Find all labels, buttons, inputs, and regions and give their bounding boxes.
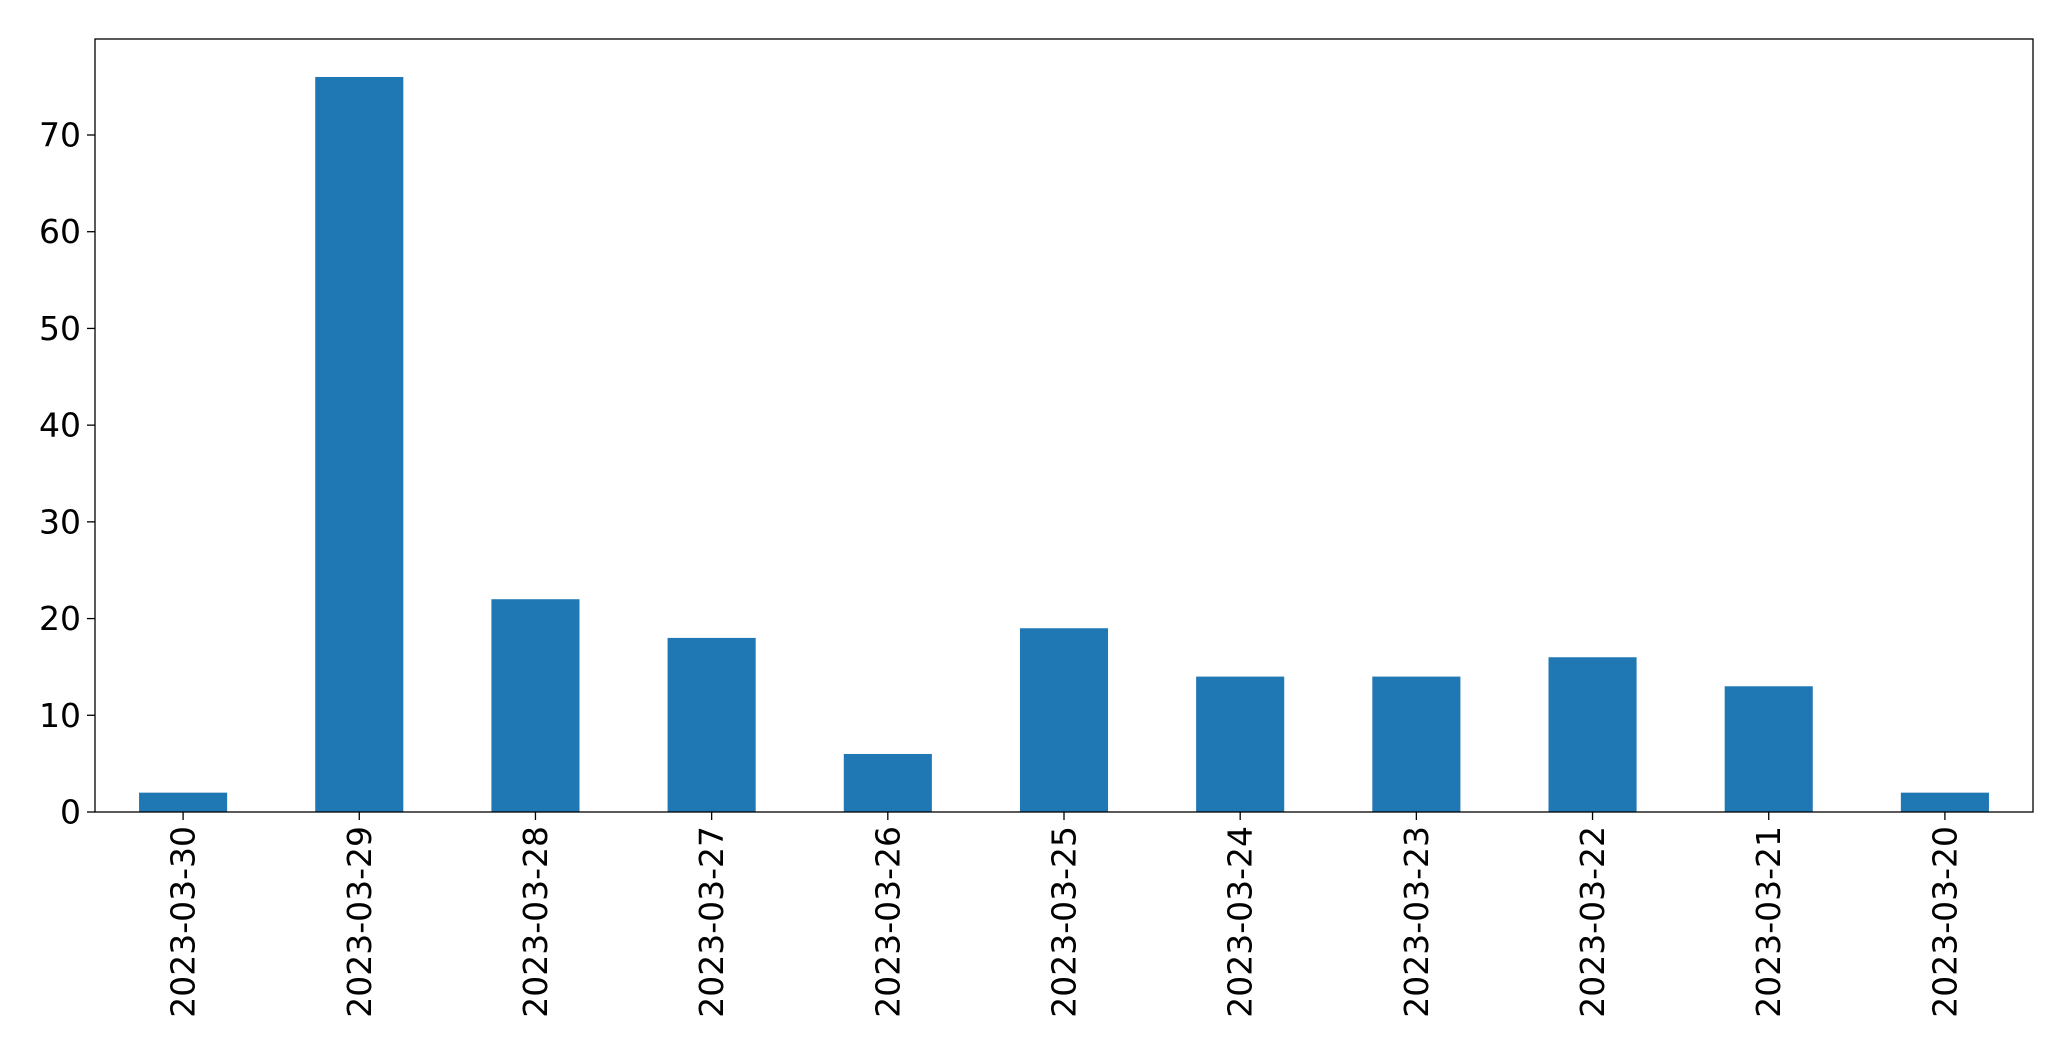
bar-2023-03-25	[1019, 628, 1109, 812]
bar-2023-03-22	[1548, 657, 1637, 812]
plot-frame	[94, 38, 2034, 813]
x-tick-label: 2023-03-25	[1045, 826, 1084, 1018]
x-tick-label: 2023-03-27	[692, 826, 731, 1018]
y-tick-label: 50	[39, 309, 81, 348]
x-tick-label: 2023-03-22	[1573, 826, 1612, 1018]
bar-2023-03-30	[139, 792, 228, 812]
bar-2023-03-24	[1196, 676, 1285, 812]
x-tick-label: 2023-03-20	[1925, 826, 1964, 1018]
bars-group	[139, 76, 1989, 812]
bar-2023-03-28	[491, 599, 580, 812]
y-tick-label: 60	[39, 212, 81, 251]
bar-2023-03-21	[1724, 686, 1813, 812]
bar-2023-03-29	[315, 76, 404, 812]
bar-2023-03-26	[843, 753, 932, 812]
y-tick-label: 10	[39, 696, 81, 735]
y-tick-label: 0	[60, 793, 81, 832]
x-tick-label: 2023-03-24	[1221, 826, 1260, 1018]
y-tick-label: 30	[39, 502, 81, 541]
x-tick-label: 2023-03-29	[340, 826, 379, 1018]
x-tick-label: 2023-03-21	[1749, 826, 1788, 1018]
x-tick-label: 2023-03-28	[516, 826, 555, 1018]
bar-2023-03-27	[667, 637, 756, 812]
y-tick-label: 40	[39, 406, 81, 445]
x-axis: 2023-03-30 2023-03-29 2023-03-28 2023-03-27…	[164, 812, 1964, 1018]
x-tick-label: 2023-03-30	[164, 826, 203, 1018]
y-axis: 0 10 20 30 40 50 60 70	[39, 116, 95, 832]
x-tick-label: 2023-03-23	[1397, 826, 1436, 1018]
y-tick-label: 20	[39, 599, 81, 638]
x-tick-label: 2023-03-26	[868, 826, 907, 1018]
bar-2023-03-20	[1900, 792, 1989, 812]
bar-2023-03-23	[1372, 676, 1461, 812]
y-tick-label: 70	[39, 116, 81, 155]
